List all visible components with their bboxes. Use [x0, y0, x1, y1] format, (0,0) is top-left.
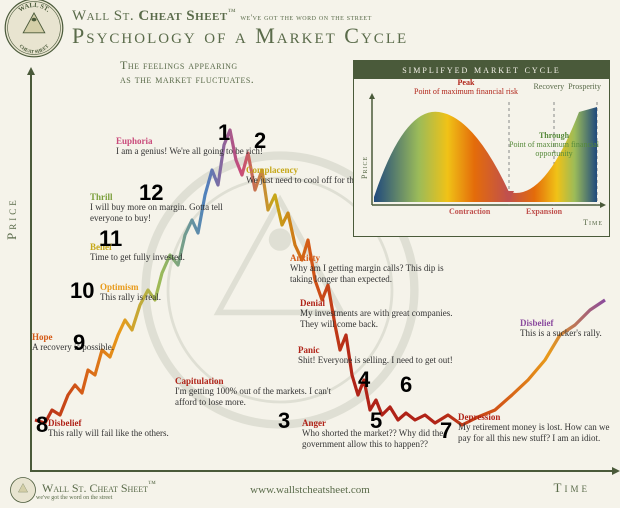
phase-panic: PanicShit! Everyone is selling. I need t…: [298, 345, 453, 366]
inset-contraction: Contraction: [449, 208, 490, 217]
inset-prosperity: Prosperity: [568, 82, 601, 91]
phase-num-6: 6: [400, 372, 412, 398]
inset-through-s: Point of maximum financial opportunity: [509, 140, 599, 158]
phase-num-7: 7: [440, 418, 452, 444]
inset-recovery: Recovery: [533, 82, 564, 91]
inset-y-label: Price: [360, 156, 369, 179]
infographic-page: WALL ST. CHEAT SHEET Wall St. Cheat Shee…: [0, 0, 620, 504]
phase-denial: DenialMy investments are with great comp…: [300, 298, 460, 329]
phase-num-12: 12: [139, 180, 163, 206]
footer-tm: ™: [148, 479, 156, 488]
tm: ™: [228, 7, 236, 16]
inset-title: simplifyed market cycle: [354, 61, 609, 79]
phase-euphoria: EuphoriaI am a genius! We're all going t…: [116, 136, 263, 157]
y-axis-label: Price: [4, 197, 20, 240]
footer-brand: Wall St. Cheat Sheet: [42, 481, 148, 495]
inset-peak-s: Point of maximum financial risk: [414, 87, 518, 96]
phase-num-11: 11: [99, 226, 122, 252]
phase-num-2: 2: [254, 128, 266, 154]
page-title: Psychology of a Market Cycle: [72, 23, 620, 49]
phase-num-3: 3: [278, 408, 290, 434]
footer-logo-seal: [10, 477, 36, 503]
phase-depression: DepressionMy retirement money is lost. H…: [458, 412, 618, 443]
phase-optimism: OptimismThis rally is real.: [100, 282, 161, 303]
phase-thrill: ThrillI will buy more on margin. Gotta t…: [90, 192, 250, 223]
phase-num-1: 1: [218, 120, 230, 146]
footer-tag: we've got the word on the street: [36, 495, 156, 501]
phase-num-5: 5: [370, 408, 382, 434]
phase-anxiety: AnxietyWhy am I getting margin calls? Th…: [290, 253, 450, 284]
phase-num-8: 8: [36, 412, 48, 438]
phase-disbelief2: DisbeliefThis is a sucker's rally.: [520, 318, 602, 339]
inset-panel: simplifyed market cycle Peak Point of ma…: [353, 60, 610, 237]
inset-body: Peak Point of maximum financial risk Rec…: [354, 79, 609, 229]
footer-brand-block: Wall St. Cheat Sheet™ we've got the word…: [36, 479, 156, 501]
phase-num-4: 4: [358, 367, 370, 393]
inset-peak: Peak Point of maximum financial risk: [414, 79, 518, 97]
y-axis-arrow-icon: [27, 67, 35, 75]
phase-num-9: 9: [73, 330, 85, 356]
brand-bold: Cheat Sheet: [138, 8, 227, 24]
footer: Wall St. Cheat Sheet™ we've got the word…: [0, 478, 620, 502]
phase-num-10: 10: [70, 278, 94, 304]
brand-pre: Wall St.: [72, 8, 138, 24]
tagline: we've got the word on the street: [240, 13, 371, 22]
phase-disbelief1: DisbeliefThis rally will fail like the o…: [48, 418, 169, 439]
x-axis-arrow-icon: [612, 467, 620, 475]
inset-x-label: Time: [583, 218, 603, 227]
inset-through: Through Point of maximum financial oppor…: [509, 132, 599, 158]
header: WALL ST. CHEAT SHEET Wall St. Cheat Shee…: [0, 4, 620, 52]
inset-expansion: Expansion: [526, 208, 562, 217]
phase-capitulation: CapitulationI'm getting 100% out of the …: [175, 376, 335, 407]
inset-rp: Recovery Prosperity: [533, 83, 601, 92]
subtitle-l1: The feelings appearing: [120, 58, 238, 72]
header-text: Wall St. Cheat Sheet™ we've got the word…: [72, 7, 620, 49]
footer-url: www.wallstcheatsheet.com: [250, 484, 370, 496]
logo-seal: WALL ST. CHEAT SHEET: [4, 0, 64, 58]
